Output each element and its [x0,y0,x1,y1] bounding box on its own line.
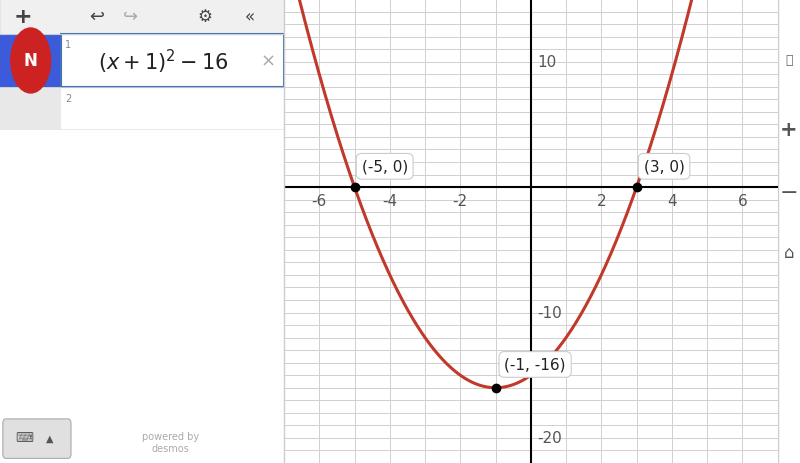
Text: powered by
desmos: powered by desmos [142,431,199,453]
Text: 6: 6 [738,194,747,208]
Text: +: + [780,119,798,140]
Text: −: − [779,182,798,202]
Text: -20: -20 [537,431,562,445]
Text: ⌂: ⌂ [783,244,794,261]
Text: 10: 10 [537,55,556,70]
Text: -10: -10 [537,306,562,320]
Text: +: + [14,7,32,27]
Text: ⌨: ⌨ [15,432,33,444]
FancyBboxPatch shape [0,88,61,130]
Text: ↩: ↩ [89,8,104,26]
Text: (-1, -16): (-1, -16) [504,357,566,372]
FancyBboxPatch shape [61,35,284,88]
Text: (3, 0): (3, 0) [644,159,685,175]
FancyBboxPatch shape [0,0,284,35]
Text: 4: 4 [667,194,677,208]
Text: -2: -2 [453,194,468,208]
Text: -6: -6 [312,194,327,208]
FancyBboxPatch shape [3,419,71,458]
Text: 2: 2 [66,94,71,104]
Text: N: N [24,52,38,70]
Text: -4: -4 [382,194,398,208]
Text: (-5, 0): (-5, 0) [362,159,408,175]
Text: ×: × [261,52,276,70]
Text: 🔧: 🔧 [785,54,793,67]
Text: ↪: ↪ [123,8,138,26]
Circle shape [10,29,50,94]
Text: «: « [245,8,255,26]
Text: 1: 1 [66,40,71,50]
Text: $(x + 1)^2 - 16$: $(x + 1)^2 - 16$ [98,47,229,75]
FancyBboxPatch shape [0,35,61,88]
Text: ⚙: ⚙ [197,8,212,26]
Text: 2: 2 [597,194,606,208]
Text: ▲: ▲ [46,433,54,443]
